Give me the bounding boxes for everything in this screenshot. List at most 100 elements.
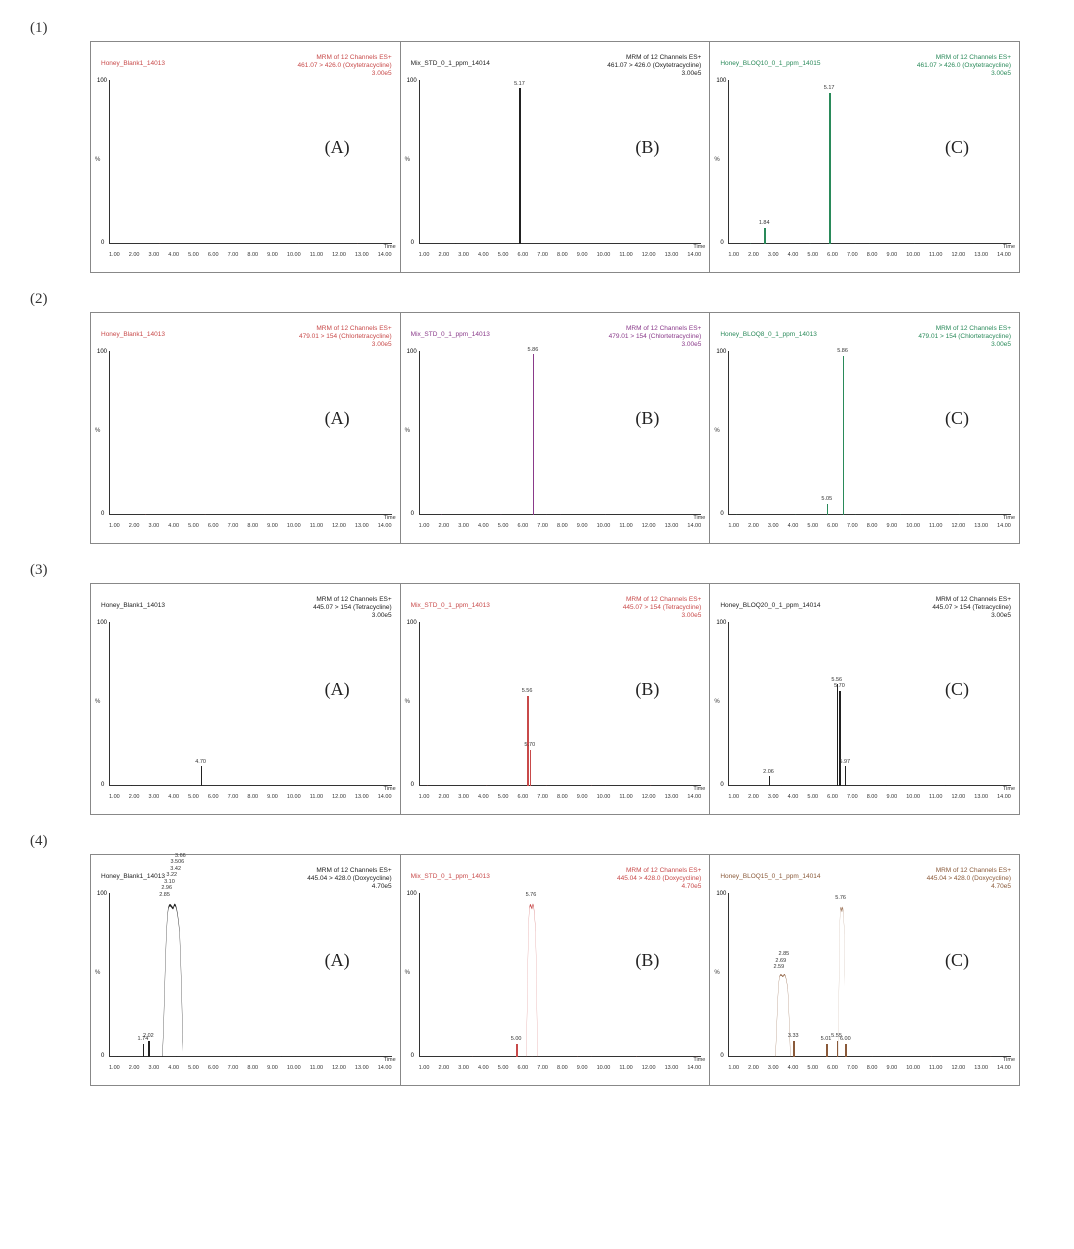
- meta-block: MRM of 12 Channels ES+479.01 > 154 (Chlo…: [918, 325, 1011, 349]
- baseline-noise: [728, 1049, 1011, 1057]
- chart-area: 1.845.17: [728, 80, 1011, 244]
- peak-label: 5.86: [528, 347, 539, 353]
- peak: [533, 354, 535, 515]
- peak: [845, 1044, 847, 1057]
- y-label: %: [405, 699, 410, 705]
- chart-area: 5.05 5.86: [728, 351, 1011, 515]
- x-tick: 10.00: [287, 523, 301, 529]
- meta-line: MRM of 12 Channels ES+: [918, 325, 1011, 333]
- row-label: (4): [30, 833, 1044, 850]
- x-tick: 1.00: [419, 1065, 430, 1071]
- chart-area: 5.17: [419, 80, 702, 244]
- x-tick: 6.00: [518, 794, 529, 800]
- x-tick: 1.00: [728, 1065, 739, 1071]
- x-tick: 3.00: [149, 523, 160, 529]
- x-tick: 5.00: [807, 794, 818, 800]
- x-tick: 6.00: [827, 252, 838, 258]
- meta-line: MRM of 12 Channels ES+: [932, 596, 1011, 604]
- x-tick: 1.00: [728, 794, 739, 800]
- x-axis: 1.002.003.004.005.006.007.008.009.0010.0…: [728, 252, 1011, 258]
- row-label: (1): [30, 20, 1044, 37]
- x-tick: 14.00: [687, 794, 701, 800]
- y-tick: 100: [97, 349, 107, 355]
- x-tick: 7.00: [847, 1065, 858, 1071]
- x-tick: 13.00: [974, 252, 988, 258]
- y-tick: 100: [97, 620, 107, 626]
- peak-label: 5.97: [839, 759, 850, 765]
- x-tick: 5.00: [188, 1065, 199, 1071]
- x-tick: 5.00: [188, 523, 199, 529]
- peak-label: 3.10: [164, 879, 175, 885]
- x-tick: 4.00: [788, 1065, 799, 1071]
- x-tick: 8.00: [867, 1065, 878, 1071]
- chromatogram-panel: Honey_BLOQ15_0_1_ppm_14014MRM of 12 Chan…: [710, 855, 1019, 1085]
- x-tick: 9.00: [267, 794, 278, 800]
- peak: [826, 1044, 828, 1057]
- x-tick: 9.00: [886, 1065, 897, 1071]
- x-tick: 10.00: [597, 523, 611, 529]
- x-tick: 3.00: [458, 1065, 469, 1071]
- x-tick: 2.00: [748, 252, 759, 258]
- x-tick: 11.00: [929, 794, 942, 800]
- x-label: Time: [1003, 515, 1015, 521]
- peak: [527, 696, 529, 786]
- x-tick: 12.00: [642, 523, 656, 529]
- x-tick: 14.00: [378, 1065, 392, 1071]
- y-label: %: [714, 699, 719, 705]
- x-tick: 11.00: [619, 252, 632, 258]
- x-tick: 6.00: [208, 523, 219, 529]
- meta-line: MRM of 12 Channels ES+: [313, 596, 392, 604]
- y-label: %: [405, 157, 410, 163]
- x-tick: 8.00: [867, 252, 878, 258]
- peak-label: 6.00: [840, 1036, 851, 1042]
- x-tick: 14.00: [997, 252, 1011, 258]
- peak-label: 5.05: [821, 496, 832, 502]
- meta-line: MRM of 12 Channels ES+: [927, 867, 1011, 875]
- x-tick: 1.00: [109, 523, 120, 529]
- chart-area: 5.86: [419, 351, 702, 515]
- x-axis: 1.002.003.004.005.006.007.008.009.0010.0…: [419, 1065, 702, 1071]
- meta-line: 445.07 > 154 (Tetracycline): [932, 604, 1011, 612]
- x-tick: 8.00: [247, 1065, 258, 1071]
- x-tick: 3.00: [149, 252, 160, 258]
- x-tick: 7.00: [537, 523, 548, 529]
- figure-root: (1)Honey_Blank1_14013MRM of 12 Channels …: [30, 20, 1044, 1086]
- x-tick: 11.00: [619, 523, 632, 529]
- peak-label: 5.00: [511, 1036, 522, 1042]
- y-tick: 0: [720, 782, 723, 788]
- y-tick: 0: [411, 1053, 414, 1059]
- x-tick: 11.00: [619, 794, 632, 800]
- x-tick: 6.00: [518, 252, 529, 258]
- x-tick: 13.00: [974, 1065, 988, 1071]
- y-tick: 0: [720, 1053, 723, 1059]
- x-tick: 9.00: [577, 523, 588, 529]
- x-label: Time: [693, 515, 705, 521]
- x-axis: 1.002.003.004.005.006.007.008.009.0010.0…: [109, 252, 392, 258]
- sample-label: Honey_BLOQ10_0_1_ppm_14015: [720, 60, 820, 67]
- x-tick: 14.00: [378, 252, 392, 258]
- y-axis-line: [419, 893, 420, 1057]
- y-tick: 100: [407, 349, 417, 355]
- peak: [769, 776, 771, 786]
- x-tick: 3.00: [458, 523, 469, 529]
- y-label: %: [405, 970, 410, 976]
- peak-label: 5.17: [824, 85, 835, 91]
- x-tick: 2.00: [748, 1065, 759, 1071]
- baseline-noise: [109, 236, 392, 244]
- x-tick: 9.00: [267, 523, 278, 529]
- row-group: (1)Honey_Blank1_14013MRM of 12 Channels …: [30, 20, 1044, 273]
- x-tick: 14.00: [687, 1065, 701, 1071]
- x-tick: 11.00: [310, 523, 323, 529]
- sample-label: Mix_STD_0_1_ppm_14013: [411, 331, 490, 338]
- peak-label: 5.86: [837, 348, 848, 354]
- y-axis-line: [728, 351, 729, 515]
- x-tick: 10.00: [906, 523, 920, 529]
- peak-label: 5.56: [522, 688, 533, 694]
- x-tick: 6.00: [208, 1065, 219, 1071]
- x-tick: 13.00: [665, 1065, 679, 1071]
- x-tick: 13.00: [355, 523, 369, 529]
- x-tick: 2.00: [438, 523, 449, 529]
- y-label: %: [714, 428, 719, 434]
- x-tick: 8.00: [867, 794, 878, 800]
- x-tick: 3.00: [149, 794, 160, 800]
